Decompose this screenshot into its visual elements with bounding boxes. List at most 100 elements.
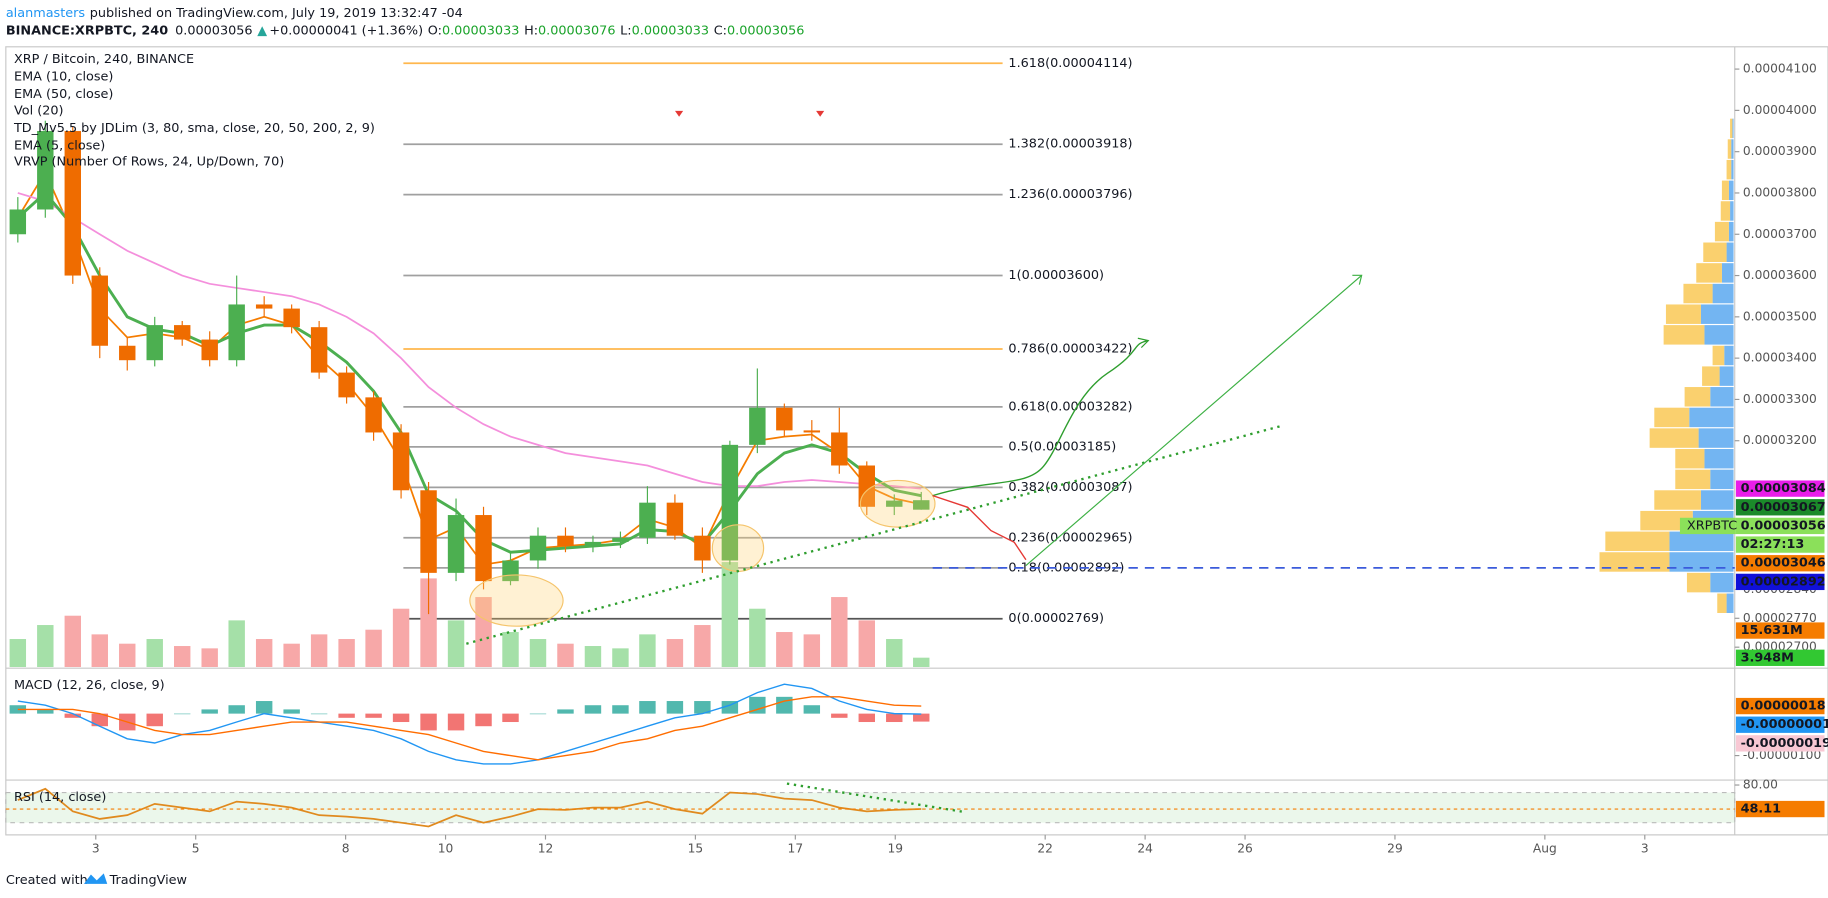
volume-bar [584,646,602,668]
x-tick-label: 26 [1237,841,1253,855]
profile-down [1726,159,1732,180]
x-tick-label: 29 [1387,841,1403,855]
y-tick-label: 0.00003200 [1743,433,1817,447]
price-badge [1735,517,1825,535]
macd-hist [502,713,519,723]
profile-up [1700,304,1734,324]
profile-down [1696,263,1722,283]
volume-bar [886,639,903,668]
profile-down [1663,325,1705,345]
volume-bar [228,620,245,668]
volume-bar [146,639,163,668]
volume-bar [475,597,492,668]
profile-down [1649,428,1699,448]
badge-name: XRPBTC [1687,518,1737,533]
symbol-line: BINANCE:XRPBTC, 240 0.00003056 ▲ +0.0000004… [6,23,805,38]
volume-bar [831,597,848,668]
volume-bar [255,639,273,668]
macd-hist [201,709,218,714]
price-badge [1735,499,1825,516]
profile-up [1669,552,1734,572]
ohlc-value: 0.00003076 [538,23,615,38]
macd-line [17,696,922,761]
volume-bar [201,648,218,668]
candle-body [584,541,602,547]
y-tick-label: 0.00003800 [1743,185,1817,199]
candle-body [666,502,684,536]
candle-body [91,275,108,346]
profile-up [1724,345,1734,366]
candle-body [119,345,136,361]
legend-entry: VRVP (Number Of Rows, 24, Up/Down, 70) [14,155,284,170]
profile-down [1727,139,1732,159]
profile-down [1605,531,1670,552]
profile-up [1689,407,1734,428]
badge-label: 0.00003056 [1741,518,1826,533]
ohlc-key: L: [620,23,631,38]
volume-bar [420,578,437,668]
badge-name-box [1679,517,1736,535]
profile-down [1599,552,1670,572]
fib-label: 1.236(0.00003796) [1008,187,1132,202]
macd-hist [639,701,656,714]
y-tick-label: 0.00003600 [1743,268,1817,282]
candle-body [447,515,465,573]
macd-hist [831,713,848,718]
candle-body [64,131,81,276]
candle-body [228,304,245,361]
y-tick-label: 0.00004000 [1743,103,1817,117]
volume-bar [502,632,519,668]
badge-label: 02:27:13 [1741,537,1805,552]
profile-up [1728,221,1734,242]
macd-hist [529,713,547,715]
candle-body [37,131,54,210]
candle-body [365,397,382,433]
candle-body [255,304,273,309]
macd-hist [557,709,574,714]
candle-body [694,535,711,561]
macd-hist [37,709,54,714]
volume-bar [776,632,793,668]
fib-label: 0.786(0.00003422) [1008,342,1132,357]
macd-hist [255,701,273,714]
y-tick-label: 0.00003500 [1743,309,1817,323]
macd-hist [420,713,437,731]
volume-bar [803,634,821,668]
x-tick-label: 12 [538,841,554,855]
macd-hist [776,696,793,714]
price-badge [1735,622,1825,639]
macd-hist [91,713,108,727]
price: 0.00003056 [175,23,252,38]
price-badge [1735,480,1825,497]
candle-body [392,432,410,491]
candle-body [886,500,903,507]
profile-up [1726,593,1734,613]
fib-label: 1(0.00003600) [1008,268,1104,283]
macd-hist [584,705,602,714]
profile-down [1686,572,1711,593]
macd-hist [338,713,355,718]
ema-line [17,170,922,566]
volume-bar [119,643,136,668]
candle-body [174,325,191,340]
macd-hist [749,696,766,714]
footer-brand[interactable]: TradingView [109,873,187,888]
profile-down [1703,242,1727,263]
macd-hist [283,709,300,714]
x-tick-label: 3 [1641,841,1649,855]
profile-up [1731,159,1734,180]
macd-hist [365,713,382,718]
volume-bar [694,625,711,668]
plot: 3 5 8 10 12 15 17 19 22 24 26 29 Aug 3 0.00004100 0.000… [5,56,1828,855]
profile-down [1712,345,1725,366]
fib-label: 0.5(0.00003185) [1008,439,1116,454]
macd-hist [858,713,875,723]
badge-label: 3.948M [1741,650,1794,665]
x-tick-label: 8 [342,841,350,855]
x-tick-label: 22 [1037,841,1053,855]
badge-label: 0.00003067 [1741,500,1826,515]
price-badge [1735,735,1825,752]
profile-down [1717,593,1727,613]
fib-label: 0.618(0.00003282) [1008,399,1132,414]
macd-hist [174,713,191,715]
